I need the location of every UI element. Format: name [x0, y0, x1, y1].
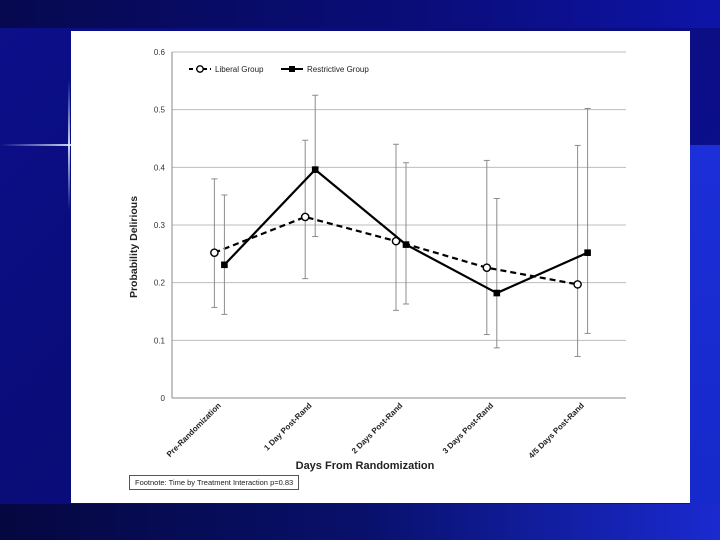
data-point: [300, 212, 310, 222]
data-point: [584, 249, 591, 256]
y-tick-label: 0.6: [154, 48, 166, 57]
background-band-top: [0, 0, 720, 28]
sparkle-decoration-vertical: [68, 80, 70, 210]
y-tick-label: 0.2: [154, 279, 166, 288]
data-point: [402, 241, 410, 248]
y-tick-label: 0: [161, 394, 166, 403]
sparkle-decoration: [0, 144, 140, 146]
footnote: Footnote: Time by Treatment Interaction …: [129, 475, 300, 490]
data-point: [573, 280, 582, 289]
x-tick-label: Pre-Randomization: [165, 401, 223, 459]
data-point: [493, 289, 501, 297]
background-band-right: [690, 145, 720, 540]
legend: Liberal Group Restrictive Group: [189, 65, 369, 74]
x-tick-label: 3 Days Post-Rand: [441, 401, 496, 456]
series-liberal-group: [210, 139, 582, 357]
x-tick-label: 1 Day Post-Rand: [262, 401, 313, 452]
y-axis-label: Probability Delirious: [128, 196, 140, 298]
series-restrictive-group: [221, 94, 591, 349]
legend-marker: [289, 66, 295, 72]
legend-label: Liberal Group: [215, 65, 264, 74]
y-tick-label: 0.1: [154, 336, 166, 345]
data-point: [210, 248, 219, 257]
x-axis-label: Days From Randomization: [296, 460, 435, 472]
background-band-bottom: [0, 504, 720, 540]
data-point: [482, 263, 492, 272]
y-tick-label: 0.5: [154, 106, 166, 115]
legend-marker: [196, 65, 204, 73]
y-tick-label: 0.4: [154, 163, 166, 172]
data-point: [221, 261, 228, 269]
x-tick-label: 2 Days Post-Rand: [350, 401, 405, 456]
legend-label: Restrictive Group: [307, 65, 369, 74]
y-tick-label: 0.3: [154, 221, 166, 230]
x-tick-label: 4/5 Days Post-Rand: [527, 401, 586, 460]
slide-content-panel: 0 0.1 0.2 0.3 0.4 0.5 0.6 Probability Delirious…: [71, 31, 690, 503]
data-point: [311, 166, 319, 173]
delirium-line-chart: 0 0.1 0.2 0.3 0.4 0.5 0.6 Probability Delirious…: [128, 48, 626, 472]
